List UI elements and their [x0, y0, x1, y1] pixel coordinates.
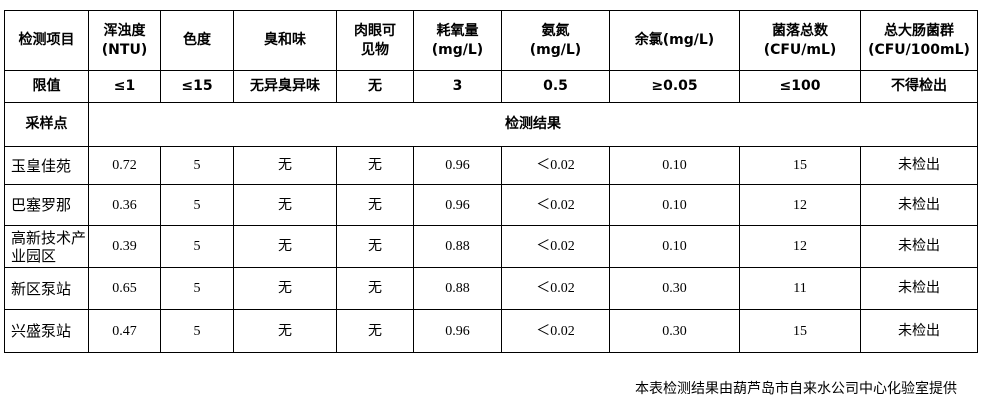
result-cell: 12 [739, 184, 861, 226]
result-cell: 0.10 [609, 184, 740, 226]
table-row: 玉皇佳苑 0.72 5 无无 0.96 ＜0.02 0.10 15 未检出 [4, 146, 978, 185]
limit-value: ≥0.05 [609, 70, 740, 103]
result-cell: ＜0.02 [501, 267, 610, 310]
results-label: 检测结果 [88, 102, 978, 147]
result-cell: 未检出 [860, 225, 978, 268]
result-cell: 0.36 [88, 184, 161, 226]
result-cell: 无 [233, 146, 337, 185]
limit-value: 3 [413, 70, 502, 103]
header-cell: 耗氧量 (mg/L) [413, 10, 502, 71]
table-row: 兴盛泵站 0.47 5 无无 0.96 ＜0.02 0.30 15 未检出 [4, 309, 978, 353]
limit-value: ≤1 [88, 70, 161, 103]
section-row: 采样点 检测结果 [4, 102, 978, 147]
result-cell: ＜0.02 [501, 146, 610, 185]
result-cell: 未检出 [860, 184, 978, 226]
result-cell: 无 [336, 309, 414, 353]
result-cell: 5 [160, 267, 234, 310]
result-cell: 0.30 [609, 267, 740, 310]
result-cell: 未检出 [860, 267, 978, 310]
result-cell: 0.88 [413, 267, 502, 310]
footer-note: 本表检测结果由葫芦岛市自来水公司中心化验室提供 [635, 381, 957, 397]
header-cell: 总大肠菌群 (CFU/100mL) [860, 10, 978, 71]
result-cell: 5 [160, 309, 234, 353]
result-cell: 0.10 [609, 225, 740, 268]
result-cell: 0.10 [609, 146, 740, 185]
water-quality-table: 检测项目 浑浊度 (NTU) 色度 臭和味 肉眼可 见物 耗氧量 (mg/L) … [4, 10, 978, 353]
result-cell: 5 [160, 225, 234, 268]
result-cell: 未检出 [860, 146, 978, 185]
result-cell: 0.96 [413, 309, 502, 353]
result-cell: 15 [739, 309, 861, 353]
header-cell: 检测项目 [4, 10, 89, 71]
result-cell: 无 [233, 184, 337, 226]
header-cell: 浑浊度 (NTU) [88, 10, 161, 71]
result-cell: 5 [160, 146, 234, 185]
header-cell: 菌落总数 (CFU/mL) [739, 10, 861, 71]
result-cell: 无 [336, 146, 414, 185]
limit-value: 无异臭异味 [233, 70, 337, 103]
limits-label: 限值 [4, 70, 89, 103]
result-cell: 0.96 [413, 184, 502, 226]
result-cell: ＜0.02 [501, 225, 610, 268]
result-cell: 12 [739, 225, 861, 268]
result-cell: 无 [336, 267, 414, 310]
result-cell: 无 [233, 267, 337, 310]
result-cell: 11 [739, 267, 861, 310]
result-cell: 无 [233, 225, 337, 268]
header-row: 检测项目 浑浊度 (NTU) 色度 臭和味 肉眼可 见物 耗氧量 (mg/L) … [4, 10, 978, 71]
limit-value: 无 [336, 70, 414, 103]
limit-value: ≤100 [739, 70, 861, 103]
table-row: 巴塞罗那 0.36 5 无无 0.96 ＜0.02 0.10 12 未检出 [4, 184, 978, 226]
limit-value: 不得检出 [860, 70, 978, 103]
limit-value: ≤15 [160, 70, 234, 103]
table-row: 新区泵站 0.65 5 无无 0.88 ＜0.02 0.30 11 未检出 [4, 267, 978, 310]
sampling-site: 兴盛泵站 [4, 309, 89, 353]
result-cell: 无 [233, 309, 337, 353]
result-cell: 0.96 [413, 146, 502, 185]
header-cell: 色度 [160, 10, 234, 71]
sampling-site: 高新技术产业园区 [4, 225, 89, 268]
header-cell: 氨氮 (mg/L) [501, 10, 610, 71]
sampling-site: 玉皇佳苑 [4, 146, 89, 185]
result-cell: 无 [336, 184, 414, 226]
result-cell: 未检出 [860, 309, 978, 353]
result-cell: 0.88 [413, 225, 502, 268]
result-cell: 0.72 [88, 146, 161, 185]
limit-value: 0.5 [501, 70, 610, 103]
result-cell: ＜0.02 [501, 309, 610, 353]
sampling-site: 新区泵站 [4, 267, 89, 310]
result-cell: 0.39 [88, 225, 161, 268]
header-cell: 余氯(mg/L) [609, 10, 740, 71]
header-cell: 臭和味 [233, 10, 337, 71]
result-cell: 0.30 [609, 309, 740, 353]
header-cell: 肉眼可 见物 [336, 10, 414, 71]
limits-row: 限值 ≤1 ≤15 无异臭异味无 3 0.5 ≥0.05 ≤100 不得检出 [4, 70, 978, 103]
result-cell: 无 [336, 225, 414, 268]
result-cell: ＜0.02 [501, 184, 610, 226]
result-cell: 5 [160, 184, 234, 226]
table-row: 高新技术产业园区 0.39 5 无无 0.88 ＜0.02 0.10 12 未检出 [4, 225, 978, 268]
sampling-label: 采样点 [4, 102, 89, 147]
sampling-site: 巴塞罗那 [4, 184, 89, 226]
result-cell: 0.47 [88, 309, 161, 353]
result-cell: 15 [739, 146, 861, 185]
result-cell: 0.65 [88, 267, 161, 310]
